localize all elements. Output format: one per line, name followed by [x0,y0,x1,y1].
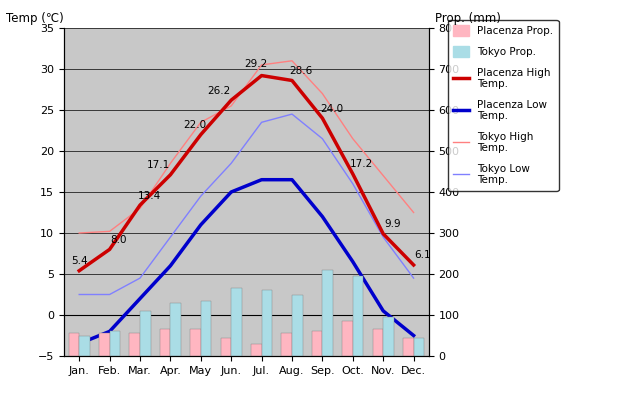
Bar [383,317,394,356]
Bar [99,334,109,356]
Text: Temp (℃): Temp (℃) [6,12,64,25]
Bar [282,334,292,356]
Bar [342,321,353,356]
Text: 8.0: 8.0 [111,235,127,245]
Bar [231,288,242,356]
Bar [190,329,201,356]
Bar [201,301,211,356]
Bar [109,331,120,356]
Text: Prop. (mm): Prop. (mm) [435,12,501,25]
Text: 28.6: 28.6 [289,66,313,76]
Bar [403,338,413,356]
Bar [262,290,272,356]
Legend: Placenza Prop., Tokyo Prop., Placenza High
Temp., Placenza Low
Temp., Tokyo High: Placenza Prop., Tokyo Prop., Placenza Hi… [448,20,559,191]
Text: 17.1: 17.1 [147,160,170,170]
Bar [292,294,303,356]
Bar [129,334,140,356]
Text: 17.2: 17.2 [350,159,374,169]
Bar [140,311,150,356]
Bar [221,338,231,356]
Text: 13.4: 13.4 [138,190,161,200]
Bar [372,329,383,356]
Bar [323,270,333,356]
Bar [353,276,364,356]
Text: 29.2: 29.2 [244,59,267,69]
Bar [170,303,181,356]
Text: 22.0: 22.0 [183,120,206,130]
Text: 9.9: 9.9 [384,219,401,229]
Bar [251,344,262,356]
Text: 26.2: 26.2 [207,86,230,96]
Text: 6.1: 6.1 [415,250,431,260]
Bar [413,338,424,356]
Bar [79,336,90,356]
Text: 5.4: 5.4 [71,256,88,266]
Bar [312,331,323,356]
Bar [68,334,79,356]
Text: 24.0: 24.0 [320,104,343,114]
Bar [160,329,170,356]
